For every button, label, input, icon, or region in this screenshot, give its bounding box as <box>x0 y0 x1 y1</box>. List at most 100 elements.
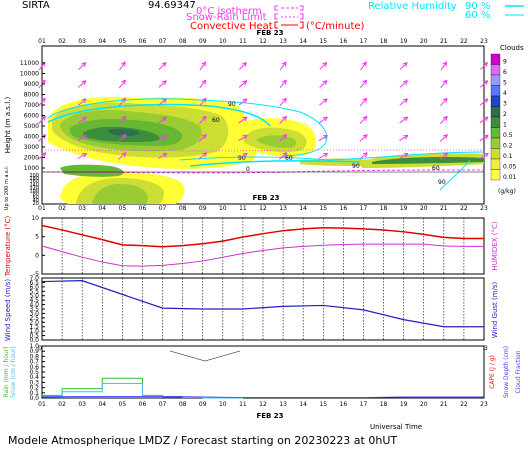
wind-arrow-shaft <box>399 116 408 124</box>
wind-arrow-head <box>162 153 168 158</box>
hour-tick-label: 21 <box>440 205 448 212</box>
colorbar-swatch <box>490 116 501 128</box>
wind-arrow-shaft <box>479 134 489 142</box>
low-height-tick-label: 160 <box>29 179 39 185</box>
wind-arrow-head <box>81 98 87 104</box>
wind-arrows <box>37 61 489 160</box>
legend-rh-90: 90 % <box>465 1 490 12</box>
hour-tick-label: 05 <box>119 38 127 45</box>
wind-arrow-shaft <box>78 62 87 70</box>
wind-arrow <box>37 152 47 160</box>
y-tick-label: 0.0 <box>29 395 39 402</box>
hour-tick-label: 10 <box>219 38 227 45</box>
colorbar-level-label: 2 <box>503 111 507 118</box>
wind-arrow-head <box>282 97 287 103</box>
wind-arrow-shaft <box>439 116 448 124</box>
wind-arrow <box>77 134 87 142</box>
colorbar-level-label: 6 <box>503 69 507 76</box>
y-tick-label: 5 <box>35 234 39 241</box>
y-tick-label: 0.3 <box>29 379 39 386</box>
height-tick-label: 5000 <box>24 123 39 130</box>
hour-tick-label: 07 <box>159 401 167 408</box>
hour-tick-label: 02 <box>58 205 66 212</box>
wind-arrow <box>157 153 168 159</box>
wind-arrow <box>360 61 367 71</box>
rh-contour-label: 60 <box>212 117 220 124</box>
low-height-tick-label: 140 <box>29 182 39 188</box>
wind-arrow-head <box>442 115 448 121</box>
wind-arrow-shaft <box>399 62 408 70</box>
wind-arrow <box>78 80 87 88</box>
hour-tick-label: 10 <box>219 205 227 212</box>
wind-arrow-head <box>483 116 489 122</box>
hour-tick-label: 23 <box>480 38 488 45</box>
hour-tick-label: 05 <box>119 401 127 408</box>
wind-arrow-shaft <box>318 116 328 124</box>
y-tick-label: 1.0 <box>29 328 39 335</box>
wind-arrow-head <box>41 115 46 121</box>
wind-gust-axis-label: Wind Gust (m/s) <box>491 281 499 338</box>
wind-arrow-head <box>362 61 367 67</box>
rh-contour-60 <box>47 98 328 157</box>
y-tick-label: 0.0 <box>29 337 39 344</box>
wind-arrow-head <box>483 153 489 158</box>
wind-arrow-shaft <box>439 134 448 142</box>
colorbar-level-label: 5 <box>503 80 507 87</box>
height-tick-label: 8000 <box>24 92 39 99</box>
wind-arrow-shaft <box>360 61 367 71</box>
wind-arrow <box>118 152 127 160</box>
colorbar-swatch <box>490 85 501 97</box>
hour-tick-label: 17 <box>360 205 368 212</box>
wind-series <box>41 280 484 328</box>
hour-tick-label: 06 <box>139 38 147 45</box>
wind-arrow-head <box>483 80 489 85</box>
wind-arrow-head <box>162 134 168 140</box>
wind-arrow <box>279 97 287 107</box>
rh-contour-90 <box>47 103 271 127</box>
height-tick-label: 2000 <box>24 155 39 162</box>
wind-speed-line <box>41 280 484 328</box>
date-label: FEB 23 <box>256 412 283 420</box>
wind-arrow-head <box>242 153 248 158</box>
hour-tick-label: 21 <box>440 401 448 408</box>
wind-arrow <box>479 134 489 142</box>
wind-arrow-head <box>242 116 248 122</box>
colorbar-level-label: 3 <box>503 101 507 108</box>
wind-arrow-shaft <box>479 98 489 106</box>
hour-tick-label: 16 <box>340 401 348 408</box>
wind-arrow <box>318 153 329 159</box>
wind-arrow-head <box>201 115 207 121</box>
colorbar-level-label: 4 <box>503 90 507 97</box>
y-tick-label: 5.5 <box>29 288 39 295</box>
wind-arrow-head <box>403 153 409 158</box>
y-tick-label: 10 <box>31 215 39 222</box>
wind-arrow <box>399 153 409 159</box>
hour-tick-label: 08 <box>179 38 187 45</box>
y-tick-label: 5.0 <box>29 293 39 300</box>
height-tick-label: 11000 <box>20 60 39 67</box>
wind-arrow-shaft <box>199 61 207 71</box>
wind-arrow-shaft <box>440 79 448 89</box>
wind-arrow <box>439 152 449 160</box>
hour-tick-label: 01 <box>38 205 46 212</box>
wind-arrow-head <box>362 134 368 139</box>
rh-contour-label: 60 <box>285 155 293 162</box>
height-tick-label: 9000 <box>24 81 39 88</box>
wind-arrow-shaft <box>238 134 248 142</box>
wind-arrow-head <box>121 79 126 85</box>
hour-tick-label: 12 <box>259 38 267 45</box>
hour-tick-label: 06 <box>139 401 147 408</box>
hour-tick-label: 22 <box>460 401 468 408</box>
low-height-tick-label: 200 <box>29 173 39 179</box>
wind-arrow-shaft <box>319 80 328 88</box>
wind-arrow-shaft <box>118 97 127 107</box>
wind-panel: 7.06.56.05.55.04.54.03.53.02.52.01.51.00… <box>4 275 499 344</box>
wind-arrow-shaft <box>279 79 287 89</box>
wind-arrow <box>359 115 368 124</box>
wind-arrow <box>479 116 489 124</box>
wind-arrow-head <box>281 79 287 85</box>
y-tick-label: 0.2 <box>29 385 39 392</box>
wind-arrow-head <box>81 80 87 85</box>
wind-arrow-shaft <box>319 98 328 106</box>
wind-arrow-shaft <box>77 134 87 142</box>
